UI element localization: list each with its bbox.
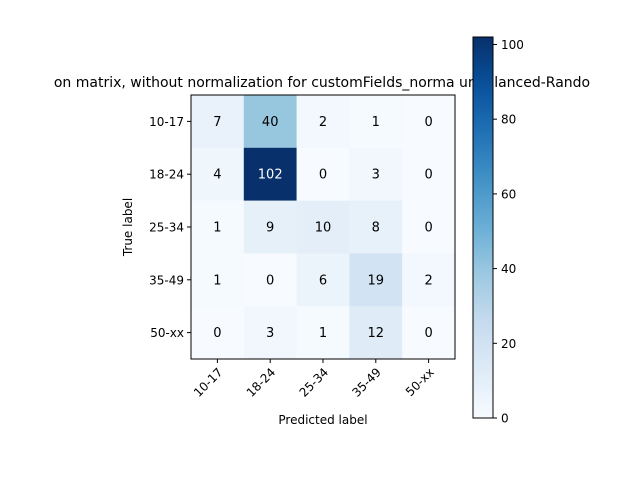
heatmap-cell xyxy=(243,200,297,254)
x-tick-label: 18-24 xyxy=(244,365,279,400)
y-axis-ticks: 10-17 18-24 25-34 35-49 50-xx xyxy=(149,115,191,340)
heatmap-cell xyxy=(296,147,350,201)
cell-value-label: 1 xyxy=(213,221,221,236)
x-tick-label: 25-34 xyxy=(297,365,332,400)
cell-value-label: 10 xyxy=(315,221,332,236)
cell-value-label: 3 xyxy=(266,326,274,341)
heatmap-cell xyxy=(349,306,403,360)
heatmap-cells: 7 40 2 1 04 102 0 3 01 9 10 8 01 0 6 19 20 3 1 12 0 xyxy=(191,95,456,360)
heatmap-cell xyxy=(349,147,403,201)
heatmap-cell xyxy=(349,200,403,254)
heatmap-cell xyxy=(402,306,456,360)
cell-value-label: 0 xyxy=(424,115,432,130)
cell-value-label: 9 xyxy=(266,221,274,236)
heatmap-cell xyxy=(296,306,350,360)
heatmap-cell xyxy=(191,306,245,360)
cell-value-label: 1 xyxy=(213,273,221,288)
cell-value-label: 12 xyxy=(368,326,385,341)
x-tick-label: 50-xx xyxy=(403,365,437,399)
colorbar xyxy=(472,36,494,419)
heatmap-cell xyxy=(243,253,297,307)
colorbar-tick-label: 0 xyxy=(501,412,509,426)
y-tick-label: 50-xx xyxy=(150,326,184,340)
x-axis-ticks: 10-17 18-24 25-34 35-49 50-xx xyxy=(191,359,437,400)
cell-value-label: 0 xyxy=(319,168,327,183)
heatmap-cell xyxy=(243,95,297,149)
cell-value-label: 3 xyxy=(372,168,380,183)
heatmap-cell xyxy=(243,306,297,360)
cell-value-label: 1 xyxy=(372,115,380,130)
x-tick-label: 35-49 xyxy=(349,365,384,400)
heatmap-cell xyxy=(191,200,245,254)
cell-value-label: 0 xyxy=(424,221,432,236)
cell-value-label: 6 xyxy=(319,273,327,288)
heatmap-cell xyxy=(243,147,297,201)
heatmap-cell xyxy=(296,253,350,307)
cell-value-label: 0 xyxy=(266,273,274,288)
cell-value-label: 1 xyxy=(319,326,327,341)
y-tick-label: 18-24 xyxy=(149,168,184,182)
heatmap-cell xyxy=(402,147,456,201)
cell-value-label: 19 xyxy=(368,273,385,288)
chart-title: on matrix, without normalization for cus… xyxy=(54,75,590,91)
heatmap-cell xyxy=(402,200,456,254)
heatmap-cell xyxy=(296,200,350,254)
heatmap-cell xyxy=(191,253,245,307)
cell-value-label: 0 xyxy=(424,326,432,341)
heatmap-cell xyxy=(402,253,456,307)
y-tick-label: 35-49 xyxy=(149,273,184,287)
cell-value-label: 0 xyxy=(424,168,432,183)
heatmap-cell xyxy=(191,147,245,201)
cell-value-label: 2 xyxy=(424,273,432,288)
colorbar-tick-label: 20 xyxy=(501,337,516,351)
heatmap-cell xyxy=(402,95,456,149)
colorbar-tick-label: 60 xyxy=(501,187,516,201)
cell-value-label: 8 xyxy=(372,221,380,236)
x-axis-label: Predicted label xyxy=(278,413,367,427)
heatmap-cell xyxy=(349,253,403,307)
x-tick-label: 10-17 xyxy=(191,365,226,400)
y-tick-label: 10-17 xyxy=(149,115,184,129)
colorbar-tick-label: 80 xyxy=(501,113,516,127)
cell-value-label: 2 xyxy=(319,115,327,130)
colorbar-tick-label: 100 xyxy=(501,38,524,52)
heatmap-cell xyxy=(191,95,245,149)
heatmap-cell xyxy=(349,95,403,149)
colorbar-tick-label: 40 xyxy=(501,262,516,276)
cell-value-label: 102 xyxy=(258,168,283,183)
cell-value-label: 40 xyxy=(262,115,279,130)
cell-value-label: 4 xyxy=(213,168,221,183)
cell-value-label: 0 xyxy=(213,326,221,341)
cell-value-label: 7 xyxy=(213,115,221,130)
y-axis-label: True label xyxy=(121,198,135,257)
y-tick-label: 25-34 xyxy=(149,221,184,235)
colorbar-ticks: 0 20 40 60 80 100 xyxy=(493,38,524,426)
heatmap-cell xyxy=(296,95,350,149)
